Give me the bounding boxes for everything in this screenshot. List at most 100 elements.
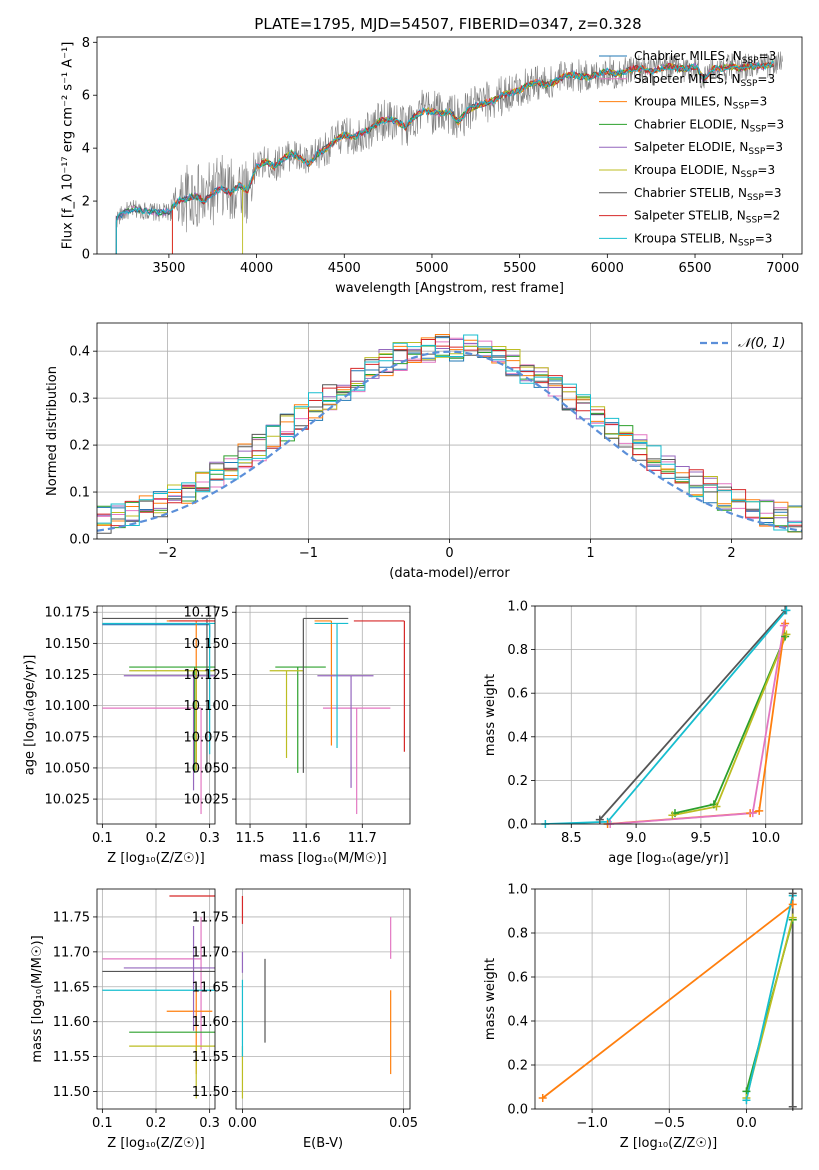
- y-tick-label: 0: [82, 248, 90, 263]
- point-marker: [748, 809, 757, 818]
- y-tick-label: 0.3: [69, 392, 90, 407]
- normal-curve: [97, 350, 802, 532]
- gridlines: [236, 606, 410, 824]
- legend-entry: Chabrier MILES, NSSP=3: [634, 49, 776, 66]
- x-tick-label: 0.3: [199, 1116, 220, 1131]
- gridlines: [97, 889, 215, 1109]
- x-tick-label: 9.0: [626, 831, 647, 846]
- y-tick-label: 10.025: [45, 793, 91, 808]
- point-marker: [668, 811, 677, 820]
- y-tick-label: 10.100: [184, 699, 230, 714]
- histogram-salpeter-stelib: [97, 339, 802, 528]
- y-tick-label: 10.050: [184, 761, 230, 776]
- x-tick-label: 0: [445, 546, 453, 561]
- y-tick-label: 11.75: [53, 910, 90, 925]
- point-marker: [779, 621, 788, 630]
- y-tick-label: 11.70: [192, 945, 229, 960]
- x-tick-label: 7000: [766, 261, 799, 276]
- y-axis-label: mass weight: [483, 958, 498, 1040]
- x-tick-label: 0.2: [146, 831, 167, 846]
- legend-entry: Kroupa STELIB, NSSP=3: [634, 231, 772, 248]
- y-tick-label: 0.0: [507, 1103, 528, 1118]
- y-tick-label: 0.6: [507, 971, 528, 986]
- x-axis-label: Z [log₁₀(Z/Z☉)]: [107, 851, 204, 866]
- plot-area: [102, 617, 215, 815]
- plot-area: [269, 617, 405, 815]
- point-marker: [788, 889, 797, 898]
- legend-entry: Salpeter MILES, NSSP=3: [634, 72, 775, 89]
- x-tick-label: 11.7: [348, 831, 377, 846]
- x-tick-label: 10.0: [751, 831, 780, 846]
- point-marker: [782, 606, 791, 615]
- y-tick-label: 0.2: [507, 1059, 528, 1074]
- point-marker: [755, 806, 764, 815]
- y-axis-label: mass weight: [483, 674, 498, 756]
- y-tick-label: 11.50: [192, 1085, 229, 1100]
- x-tick-label: 0.2: [146, 1116, 167, 1131]
- series-line: [745, 895, 794, 1101]
- x-tick-label: 11.6: [292, 831, 321, 846]
- y-tick-label: 10.075: [184, 730, 230, 745]
- y-tick-label: 0.4: [69, 345, 90, 360]
- y-tick-label: 11.55: [192, 1050, 229, 1065]
- y-tick-label: 10.125: [45, 668, 91, 683]
- y-tick-label: 10.150: [184, 637, 230, 652]
- x-tick-label: −2: [158, 546, 177, 561]
- y-tick-label: 11.60: [192, 1015, 229, 1030]
- y-tick-label: 10.125: [184, 668, 230, 683]
- chart-mass_vs_EBV: 0.00 0.05 11.50 11.55 11.60 11.65 11.70 11.75 E(…: [192, 888, 418, 1151]
- model-line: [242, 60, 775, 254]
- x-tick-label: 5500: [503, 261, 536, 276]
- axes-frame: [96, 36, 803, 255]
- axes-frame: [534, 605, 803, 825]
- y-tick-label: 10.100: [45, 699, 91, 714]
- x-tick-label: −0.5: [653, 1116, 685, 1131]
- y-tick-label: 2: [82, 195, 90, 210]
- legend-entry: Kroupa ELODIE, NSSP=3: [634, 163, 775, 180]
- x-tick-label: 4500: [328, 261, 361, 276]
- x-tick-label: 6500: [678, 261, 711, 276]
- plot-area: [542, 893, 794, 1107]
- y-tick-label: 10.050: [45, 761, 91, 776]
- x-tick-label: 11.5: [236, 831, 265, 846]
- y-tick-label: 0.8: [507, 643, 528, 658]
- y-axis-label: Flux [f_λ 10⁻¹⁷ erg cm⁻² s⁻¹ A⁻¹]: [60, 42, 75, 250]
- legend-entry: 𝒩(0, 1): [738, 336, 785, 351]
- chart-mass_vs_Z: 0.1 0.2 0.3 11.50 11.55 11.60 11.65 11.70 11.75 Z…: [30, 888, 220, 1151]
- point-marker: [788, 900, 797, 909]
- legend-entry: Kroupa MILES, NSSP=3: [634, 95, 767, 112]
- y-tick-label: 0.6: [507, 687, 528, 702]
- y-tick-label: 6: [82, 89, 90, 104]
- gridlines: [97, 606, 215, 824]
- x-tick-label: −1: [299, 546, 318, 561]
- x-tick-label: 2: [727, 546, 735, 561]
- y-axis-label: Normed distribution: [45, 366, 60, 496]
- y-tick-label: 0.4: [507, 1015, 528, 1030]
- x-tick-label: 1: [586, 546, 594, 561]
- point-marker: [538, 1094, 547, 1102]
- chart-spectrum: Chabrier MILES, NSSP=3 Salpeter MILES, NS…: [60, 36, 803, 296]
- chart-weight_vs_age: 8.5 9.0 9.5 10.0 0.0 0.2 0.4 0.6 0.8 1.0 age [log₁…: [483, 600, 803, 866]
- x-tick-label: 4000: [240, 261, 273, 276]
- legend: Chabrier MILES, NSSP=3 Salpeter MILES, NS…: [599, 49, 784, 248]
- legend-entry: Chabrier STELIB, NSSP=3: [634, 186, 782, 203]
- x-axis-label: E(B-V): [303, 1136, 343, 1151]
- x-tick-label: 8.5: [561, 831, 582, 846]
- point-marker: [788, 913, 797, 922]
- legend-entry: Salpeter STELIB, NSSP=2: [634, 209, 780, 226]
- x-tick-label: 0.1: [92, 1116, 113, 1131]
- y-tick-label: 1.0: [507, 600, 528, 615]
- series-line: [599, 609, 786, 821]
- axes-frame: [235, 605, 411, 825]
- x-tick-label: 0.05: [389, 1116, 418, 1131]
- x-axis-label: Z [log₁₀(Z/Z☉)]: [620, 1136, 717, 1151]
- x-tick-label: 6000: [591, 261, 624, 276]
- plot-area: [97, 334, 802, 534]
- y-tick-label: 10.175: [184, 606, 230, 621]
- point-marker: [712, 802, 721, 811]
- y-tick-label: 11.60: [53, 1015, 90, 1030]
- x-axis-label: age [log₁₀(age/yr)]: [608, 851, 729, 866]
- plot-area: [102, 895, 215, 1099]
- chart-residuals: 𝒩(0, 1) −2 −1 0 1 2 0.0 0.1 0.2 0.3 0.4 (data-model…: [45, 322, 803, 581]
- legend: 𝒩(0, 1): [700, 336, 785, 351]
